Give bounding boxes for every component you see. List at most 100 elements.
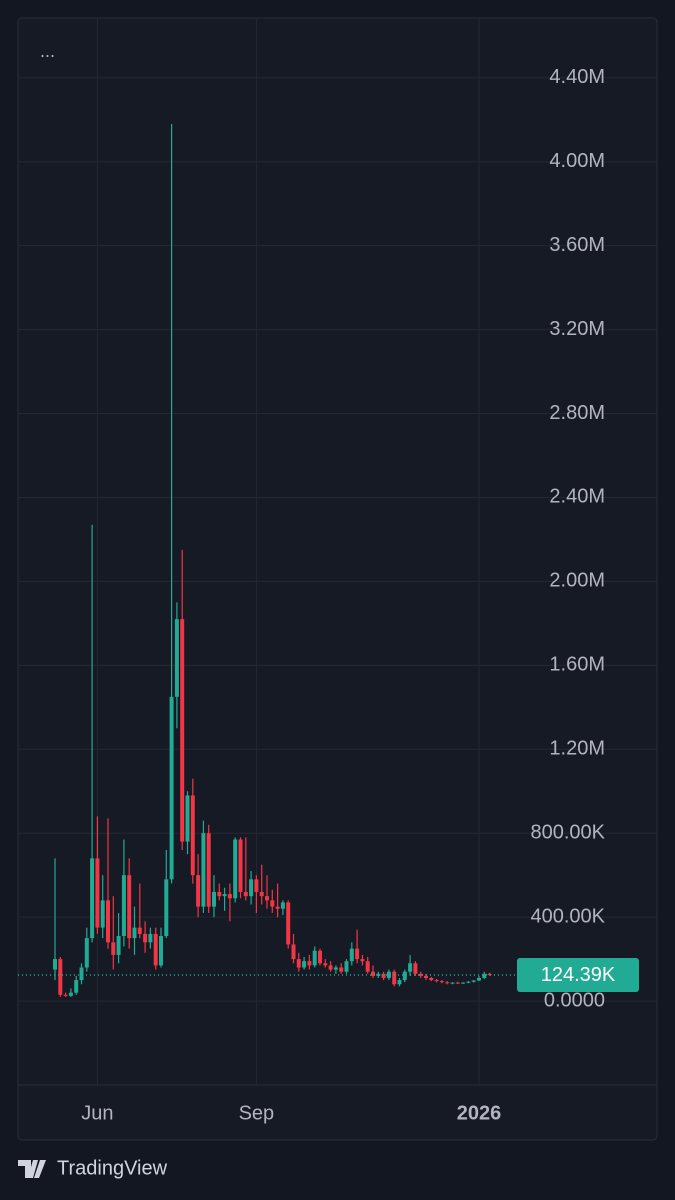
- candle-body: [466, 981, 471, 983]
- y-tick-label: 4.00M: [549, 150, 605, 172]
- x-tick-label: Jun: [81, 1102, 113, 1124]
- x-tick-label: 2026: [457, 1102, 502, 1124]
- candle-body: [201, 833, 206, 907]
- candle-body: [217, 891, 222, 897]
- last-price-badge: [517, 957, 639, 992]
- candle-body: [482, 973, 487, 978]
- brand: TradingView: [57, 1157, 168, 1179]
- y-tick-label: 1.20M: [549, 738, 605, 760]
- y-tick-label: 4.40M: [549, 66, 605, 88]
- candle-body: [265, 896, 269, 901]
- candle-body: [349, 948, 354, 962]
- candle-body: [323, 963, 328, 966]
- candle-body: [392, 971, 397, 985]
- candle-body: [79, 967, 84, 981]
- candle-body: [222, 894, 227, 897]
- candle-body: [450, 982, 455, 984]
- candle-body: [360, 959, 365, 962]
- candle-body: [386, 971, 391, 978]
- candle-body: [164, 879, 169, 937]
- y-tick-label: 3.60M: [549, 234, 605, 256]
- candle-body: [206, 833, 211, 907]
- candle-body: [95, 858, 100, 928]
- candle-body: [402, 971, 407, 981]
- candle-body: [53, 959, 57, 970]
- candle-body: [143, 933, 148, 943]
- candle-body: [74, 980, 79, 993]
- candle-body: [312, 950, 317, 966]
- candle-body: [137, 927, 142, 934]
- candle-body: [243, 891, 248, 897]
- y-tick-label: 0.0000: [544, 989, 605, 1011]
- candle-body: [116, 936, 121, 955]
- candle-body: [365, 961, 370, 972]
- candle-body: [355, 948, 360, 960]
- candle-body: [413, 963, 418, 974]
- logo-icon: [18, 1160, 46, 1178]
- candle-body: [408, 963, 413, 972]
- candle-body: [111, 942, 116, 955]
- candle-body: [381, 973, 386, 978]
- y-tick-label: 2.40M: [549, 486, 605, 508]
- candle-body: [132, 927, 137, 939]
- candle-body: [121, 875, 126, 937]
- candle-body: [259, 891, 264, 897]
- candle-body: [106, 900, 110, 943]
- candle-body: [174, 619, 179, 697]
- candle-body: [127, 875, 132, 939]
- candle-body: [148, 933, 153, 943]
- candle-body: [286, 902, 291, 945]
- candle-body: [227, 894, 232, 899]
- candle-body: [333, 967, 338, 970]
- candle-body: [153, 933, 158, 966]
- y-tick-label: 1.60M: [549, 654, 605, 676]
- candle-body: [270, 900, 275, 907]
- y-tick-label: 3.20M: [549, 318, 605, 340]
- logo: TradingView: [18, 1157, 168, 1179]
- candle-body: [185, 795, 190, 842]
- menu[interactable]: ...: [40, 41, 55, 61]
- candle-body: [159, 936, 163, 966]
- candle-body: [307, 961, 312, 966]
- candle-body: [371, 971, 375, 976]
- candle-body: [302, 961, 307, 968]
- candle-body: [275, 906, 280, 909]
- candle-body: [212, 891, 216, 907]
- candle-body: [169, 696, 174, 880]
- y-tick-label: 400.00K: [530, 905, 605, 927]
- candle-body: [68, 992, 73, 996]
- candle-body: [397, 980, 402, 985]
- candle-body: [471, 980, 476, 982]
- candle-body: [461, 982, 466, 984]
- candle-body: [100, 900, 105, 928]
- last-price-label: 124.39K: [541, 964, 616, 986]
- candle-body: [233, 839, 238, 899]
- y-tick-label: 2.80M: [549, 402, 605, 424]
- candle-body: [296, 959, 301, 968]
- candle-body: [249, 879, 254, 897]
- chart-panel: [17, 17, 658, 1141]
- candle-body: [58, 959, 63, 995]
- candle-body: [238, 839, 243, 892]
- candle-body: [477, 977, 481, 981]
- candle-body: [418, 973, 423, 976]
- candle-body: [455, 982, 460, 984]
- candle-body: [291, 944, 296, 960]
- y-tick-label: 800.00K: [530, 821, 605, 843]
- candle-body: [487, 973, 492, 975]
- candle-body: [434, 980, 439, 982]
- candle-body: [445, 982, 450, 984]
- candle-body: [63, 994, 68, 996]
- candle-body: [280, 902, 285, 909]
- candle-body: [429, 977, 434, 981]
- x-tick-label: Sep: [239, 1102, 275, 1124]
- candle-body: [196, 875, 201, 907]
- candle-body: [318, 950, 322, 964]
- candle-body: [344, 961, 349, 972]
- candle-body: [439, 981, 444, 983]
- y-tick-label: 2.00M: [549, 570, 605, 592]
- candle-body: [90, 858, 95, 939]
- candle-body: [424, 975, 428, 978]
